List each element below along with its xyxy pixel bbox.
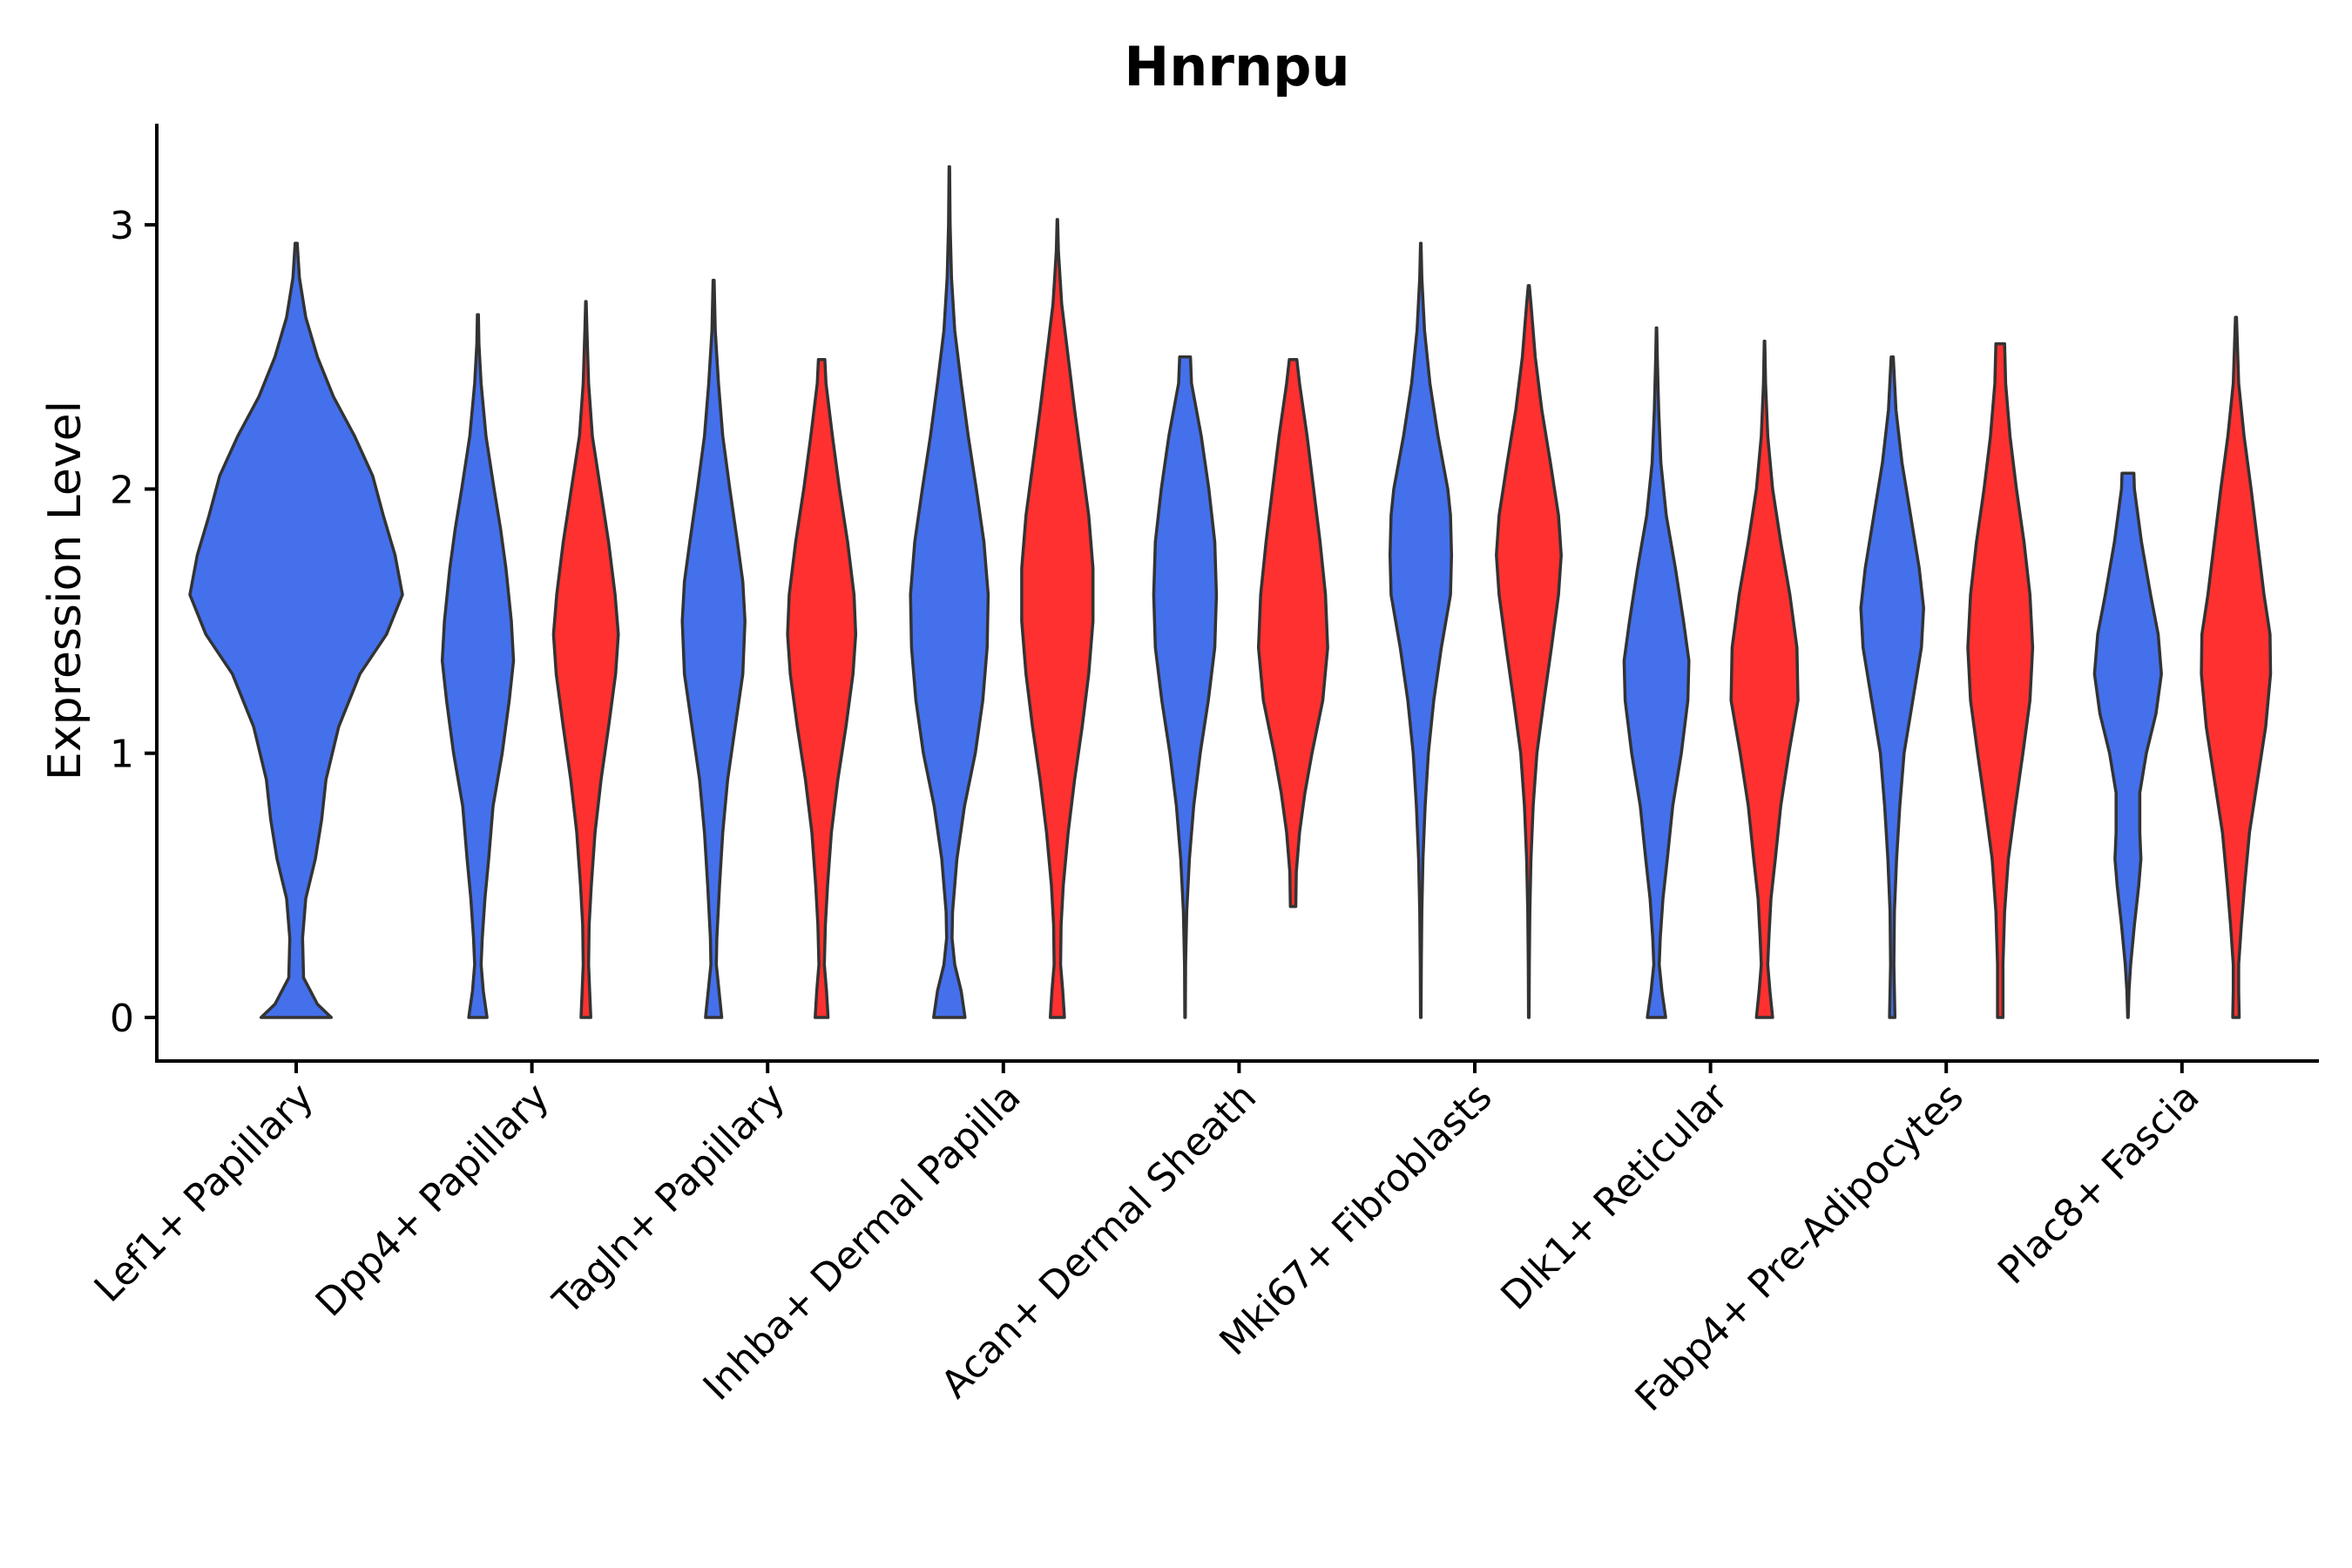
x-tick-label-lef1-papillary: Lef1+ Papillary	[86, 1075, 322, 1311]
x-tick-label-plac8-fascia: Plac8+ Fascia	[1990, 1075, 2208, 1294]
violin-group-b-fabp4-pre-adipocytes	[1966, 341, 2035, 1019]
violin-group-a-fabp4-pre-adipocytes	[1859, 355, 1925, 1019]
y-ticks: 0 1 2 3	[110, 204, 157, 1041]
y-tick-label: 1	[110, 733, 134, 777]
violin-group-a-mki67-fibroblasts	[1388, 241, 1454, 1019]
violin-group-a-tagln-papillary	[680, 279, 747, 1019]
violin-group-b-dlk1-reticular	[1729, 339, 1800, 1019]
axes	[155, 124, 2319, 1063]
violin-group-b-tagln-papillary	[786, 358, 858, 1019]
violin-group-b-acan-dermal-sheath	[1256, 358, 1329, 909]
violin-group-b-dpp4-papillary	[551, 300, 620, 1019]
violin-group-a-dlk1-reticular	[1622, 326, 1691, 1019]
y-tick-label: 3	[110, 204, 134, 248]
x-tick-label-dpp4-papillary: Dpp4+ Papillary	[308, 1075, 558, 1326]
x-tick-label-tagln-papillary: Tagln+ Papillary	[544, 1075, 794, 1324]
violin-group-a-dpp4-papillary	[440, 313, 516, 1019]
y-tick-label: 2	[110, 468, 134, 512]
violin-group-b-plac8-fascia	[2200, 315, 2273, 1019]
violin-group-b-mki67-fibroblasts	[1495, 284, 1563, 1019]
chart-title: Hnrnpu	[1124, 35, 1349, 98]
violin-group	[188, 165, 2273, 1019]
violin-group-a-acan-dermal-sheath	[1152, 355, 1219, 1019]
violin-group-a-lef1-papillary	[188, 241, 404, 1019]
y-tick-label: 0	[110, 997, 134, 1041]
violin-group-a-inhba-dermal-papilla	[909, 165, 990, 1019]
y-axis-label: Expression Level	[39, 401, 91, 781]
violin-group-a-plac8-fascia	[2092, 471, 2163, 1019]
x-tick-label-dlk1-reticular: Dlk1+ Reticular	[1492, 1074, 1737, 1319]
violin-group-b-inhba-dermal-papilla	[1020, 218, 1095, 1019]
x-tick-label-mki67-fibroblasts: Mki67+ Fibroblasts	[1211, 1075, 1500, 1364]
